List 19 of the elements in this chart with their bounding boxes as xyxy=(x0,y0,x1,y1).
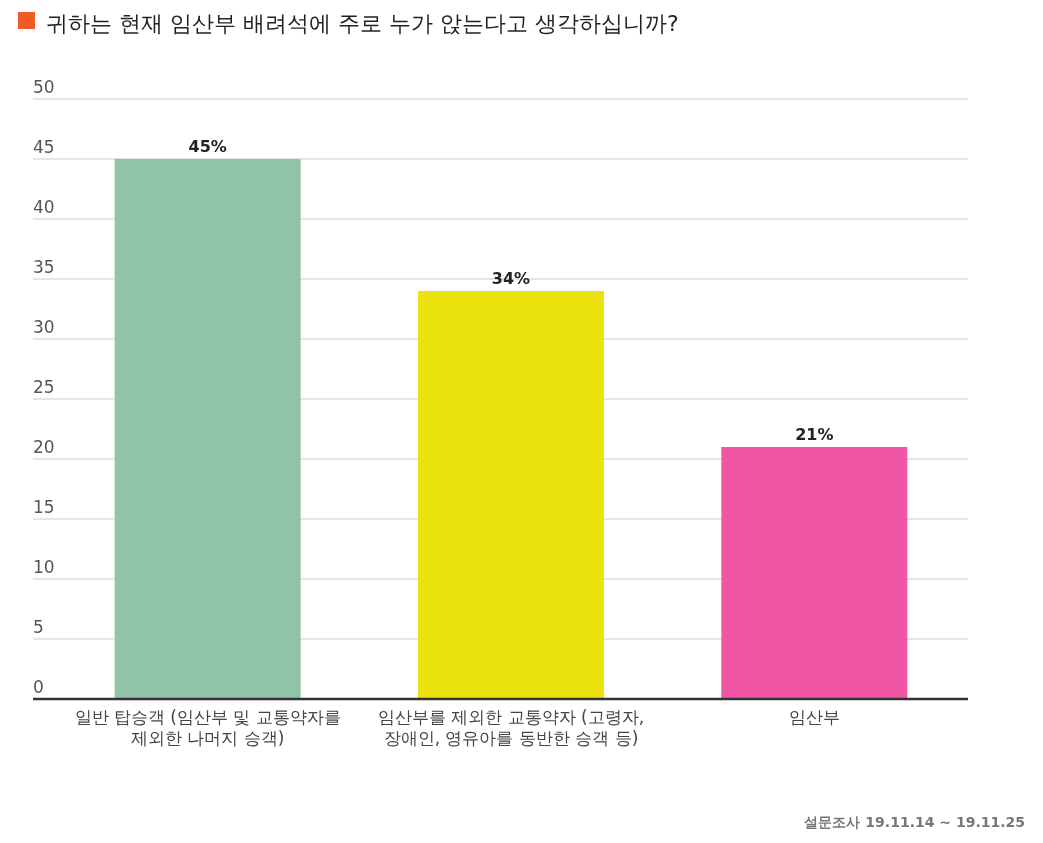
data-label: 45% xyxy=(188,137,227,156)
x-tick-label: 임산부를 제외한 교통약자 (고령자, 장애인, 영유아를 동반한 승객 등) xyxy=(377,707,645,748)
y-tick-label: 40 xyxy=(33,197,55,217)
data-label: 21% xyxy=(795,425,834,444)
y-tick-label: 45 xyxy=(33,137,55,157)
x-tick-label: 임산부 xyxy=(788,707,840,727)
chart-title: 귀하는 현재 임산부 배려석에 주로 누가 앉는다고 생각하십니까? xyxy=(46,11,679,36)
y-tick-label: 25 xyxy=(33,377,55,397)
y-tick-label: 50 xyxy=(33,77,55,97)
y-tick-label: 20 xyxy=(33,437,55,457)
x-tick-label: 일반 탑승객 (임산부 및 교통약자를 제외한 나머지 승객) xyxy=(74,707,341,748)
y-tick-label: 35 xyxy=(33,257,55,277)
y-tick-label: 15 xyxy=(33,497,55,517)
text: 설문조사 19.11.14 ~ 19.11.25 xyxy=(804,814,1025,830)
y-tick-label: 0 xyxy=(33,677,44,697)
y-tick-label: 30 xyxy=(33,317,55,337)
data-label: 34% xyxy=(491,269,531,288)
y-tick-label: 5 xyxy=(33,617,44,637)
y-tick-label: 10 xyxy=(33,557,55,577)
